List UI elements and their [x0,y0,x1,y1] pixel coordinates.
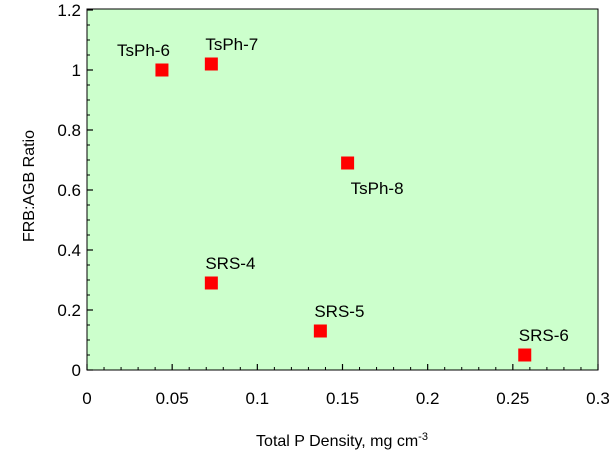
x-tick-label: 0.1 [246,389,270,408]
plot-area [86,8,599,371]
y-tick-label: 0.2 [57,301,81,320]
x-tick-label: 0.2 [416,389,440,408]
data-point-marker [518,348,532,362]
data-point-marker [204,276,218,290]
y-tick-label: 1.2 [57,1,81,20]
data-point-label: SRS-4 [205,254,255,273]
data-point-marker [341,156,355,170]
data-point-label: SRS-5 [314,302,364,321]
x-tick-label: 0.05 [156,389,189,408]
x-axis-ticks: 0 0.05 0.1 0.15 0.2 0.25 0.3 [82,364,610,408]
x-tick-label: 0.3 [586,389,610,408]
y-tick-label: 0 [72,361,81,380]
data-point-label: TsPh-8 [351,179,404,198]
data-point-label: TsPh-6 [117,41,170,60]
data-point-label: TsPh-7 [205,35,258,54]
x-tick-label: 0 [82,389,91,408]
x-tick-label: 0.15 [326,389,359,408]
y-axis-ticks: 0 0.2 0.4 0.6 0.8 1 1.2 [57,1,93,380]
data-point-marker [155,63,169,77]
y-tick-label: 0.6 [57,181,81,200]
x-tick-label: 0.25 [496,389,529,408]
y-tick-label: 1 [72,61,81,80]
y-tick-label: 0.8 [57,121,81,140]
data-point-label: SRS-6 [519,326,569,345]
x-axis-label: Total P Density, mg cm-3 [256,431,428,450]
y-tick-label: 0.4 [57,241,81,260]
data-point-marker [313,324,327,338]
y-axis-label: FRB:AGB Ratio [21,130,38,242]
data-point-marker [204,57,218,71]
data-points: TsPh-6 TsPh-7 TsPh-8 SRS-4 SRS-5 SRS-6 [117,35,569,362]
